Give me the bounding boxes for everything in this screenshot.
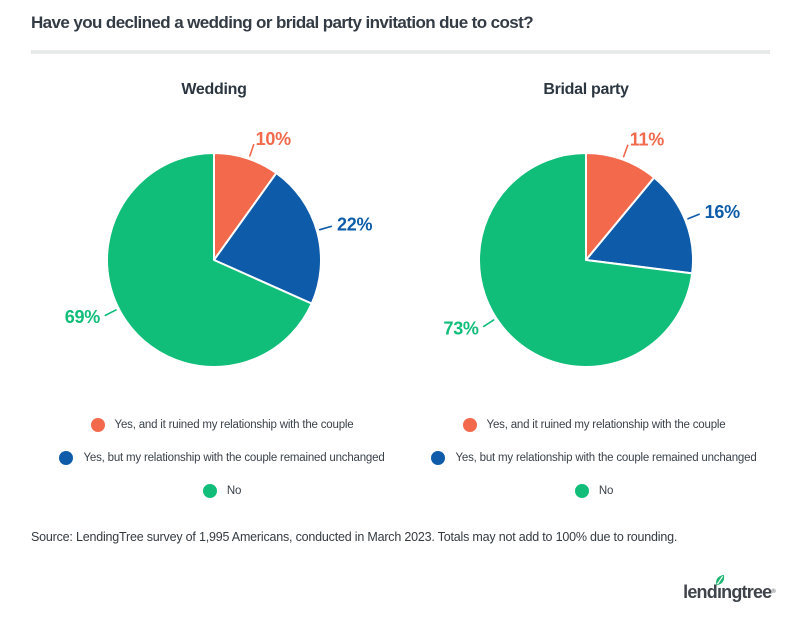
- bridal-party-pie-chart: 11% 16% 73%: [416, 120, 756, 390]
- legend-item: No: [404, 474, 784, 507]
- pie-slice: [585, 152, 656, 261]
- label-leader-line: [318, 225, 333, 231]
- slice-value-label: 11%: [630, 130, 664, 150]
- slice-value-label: 22%: [337, 215, 372, 235]
- logo-registered-mark: ®: [771, 589, 775, 595]
- slice-value-label: 69%: [65, 307, 100, 327]
- bridal-party-chart-section: Bridal party 11% 16% 73%: [416, 76, 756, 396]
- page-title: Have you declined a wedding or bridal pa…: [31, 13, 534, 32]
- bridal-party-legend: Yes, and it ruined my relationship with …: [404, 408, 784, 507]
- pie-svg: 11% 16% 73%: [444, 130, 740, 368]
- label-leader-line: [687, 213, 700, 220]
- legend-label: No: [598, 484, 614, 497]
- pie-slice: [106, 152, 313, 368]
- pie-svg: 10% 22% 69%: [65, 129, 373, 368]
- legend-label: Yes, and it ruined my relationship with …: [114, 418, 354, 431]
- logo-text-part: ngtree: [721, 582, 772, 602]
- wedding-chart-section: Wedding 10% 22% 69%: [44, 76, 384, 396]
- lendingtree-logo: lend ı ngtree ®: [683, 574, 776, 604]
- legend-item: Yes, and it ruined my relationship with …: [404, 408, 784, 441]
- logo-text-part: lend: [683, 582, 718, 602]
- legend-dot: [462, 417, 477, 432]
- legend-item: Yes, but my relationship with the couple…: [32, 441, 412, 474]
- legend-label: Yes, and it ruined my relationship with …: [486, 418, 726, 431]
- pie-slice: [478, 152, 694, 368]
- label-leader-line: [482, 319, 495, 328]
- leaf-icon: [716, 574, 725, 586]
- slice-value-label: 73%: [444, 319, 479, 339]
- pie-slice: [585, 176, 694, 275]
- legend-dot: [90, 417, 105, 432]
- legend-dot: [431, 450, 446, 465]
- legend-dot: [574, 483, 589, 498]
- slice-value-label: 16%: [705, 202, 740, 222]
- wedding-legend: Yes, and it ruined my relationship with …: [32, 408, 412, 507]
- legend-dot: [202, 483, 217, 498]
- source-note: Source: LendingTree survey of 1,995 Amer…: [31, 530, 678, 544]
- divider: [31, 50, 770, 54]
- legend-label: No: [226, 484, 242, 497]
- chart-title-bridal-party: Bridal party: [543, 81, 629, 98]
- label-leader-line: [249, 143, 255, 157]
- legend-item: Yes, but my relationship with the couple…: [404, 441, 784, 474]
- label-leader-line: [622, 144, 629, 158]
- wedding-pie-chart: 10% 22% 69%: [44, 120, 384, 390]
- legend-label: Yes, but my relationship with the couple…: [83, 451, 385, 464]
- chart-title-wedding: Wedding: [181, 81, 247, 98]
- slice-value-label: 10%: [256, 129, 291, 149]
- legend-item: Yes, and it ruined my relationship with …: [32, 408, 412, 441]
- legend-item: No: [32, 474, 412, 507]
- legend-dot: [59, 450, 74, 465]
- logo-letter-i: ı: [716, 574, 725, 604]
- legend-label: Yes, but my relationship with the couple…: [455, 451, 757, 464]
- label-leader-line: [104, 309, 117, 317]
